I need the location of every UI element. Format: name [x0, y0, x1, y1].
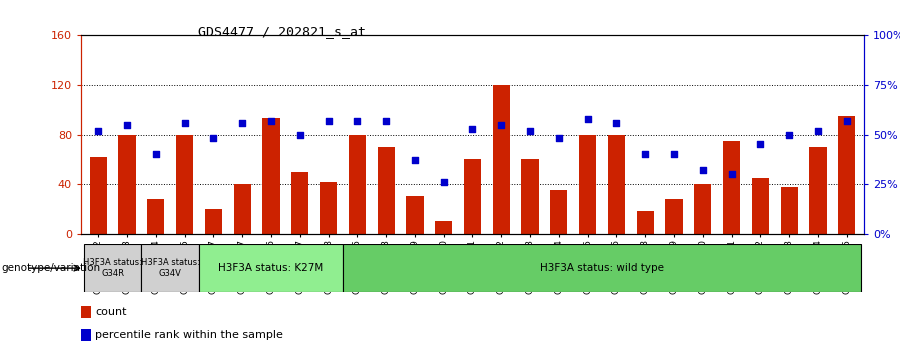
Bar: [406, 196, 424, 234]
Bar: [205, 209, 222, 234]
Bar: [84, 244, 141, 292]
Bar: [464, 159, 482, 234]
Text: percentile rank within the sample: percentile rank within the sample: [95, 330, 284, 340]
Point: [667, 152, 681, 157]
Bar: [141, 244, 199, 292]
Bar: [579, 135, 597, 234]
Point: [696, 167, 710, 173]
Bar: [636, 211, 654, 234]
Bar: [348, 135, 366, 234]
Point: [436, 179, 451, 185]
Text: H3F3A status:
G34V: H3F3A status: G34V: [140, 258, 200, 278]
Bar: [119, 135, 136, 234]
Bar: [492, 85, 510, 234]
Bar: [263, 118, 280, 234]
Bar: [838, 116, 855, 234]
Text: genotype/variation: genotype/variation: [1, 263, 100, 273]
Bar: [148, 199, 165, 234]
Bar: [752, 178, 769, 234]
Bar: [694, 184, 711, 234]
Point: [379, 118, 393, 124]
Text: count: count: [95, 307, 127, 317]
Point: [321, 118, 336, 124]
Point: [120, 122, 134, 127]
Point: [523, 128, 537, 133]
Bar: [81, 306, 91, 318]
Point: [609, 120, 624, 125]
Bar: [809, 147, 826, 234]
Bar: [320, 182, 338, 234]
Point: [494, 122, 508, 127]
Bar: [665, 199, 682, 234]
Text: H3F3A status: K27M: H3F3A status: K27M: [219, 263, 324, 273]
Point: [91, 128, 105, 133]
Point: [840, 118, 854, 124]
Point: [177, 120, 192, 125]
Point: [350, 118, 365, 124]
Point: [148, 152, 163, 157]
Point: [724, 171, 739, 177]
Bar: [780, 187, 797, 234]
Point: [465, 126, 480, 131]
Text: GDS4477 / 202821_s_at: GDS4477 / 202821_s_at: [198, 25, 366, 38]
Bar: [608, 135, 625, 234]
Bar: [176, 135, 194, 234]
Point: [552, 136, 566, 141]
Bar: [521, 159, 539, 234]
Bar: [550, 190, 568, 234]
Point: [580, 116, 595, 121]
Point: [408, 158, 422, 163]
Point: [638, 152, 652, 157]
Text: H3F3A status: wild type: H3F3A status: wild type: [540, 263, 664, 273]
Bar: [81, 329, 91, 341]
Point: [753, 142, 768, 147]
Bar: [199, 244, 343, 292]
Bar: [435, 221, 453, 234]
Bar: [343, 244, 861, 292]
Point: [811, 128, 825, 133]
Bar: [234, 184, 251, 234]
Point: [235, 120, 249, 125]
Bar: [377, 147, 395, 234]
Point: [264, 118, 278, 124]
Point: [292, 132, 307, 137]
Point: [206, 136, 220, 141]
Text: H3F3A status:
G34R: H3F3A status: G34R: [83, 258, 142, 278]
Bar: [291, 172, 309, 234]
Bar: [723, 141, 740, 234]
Bar: [90, 157, 107, 234]
Point: [782, 132, 796, 137]
